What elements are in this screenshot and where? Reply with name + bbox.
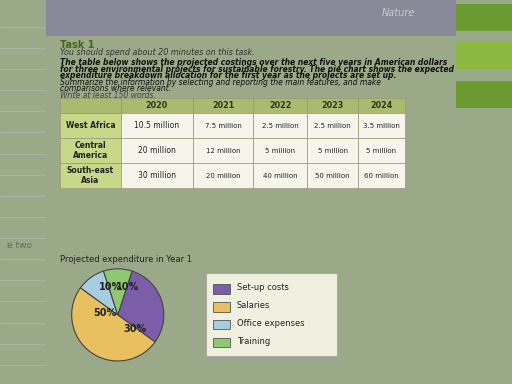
Text: Task 1: Task 1 xyxy=(60,40,95,50)
Bar xyxy=(358,113,405,138)
Bar xyxy=(358,98,405,113)
Text: Central
America: Central America xyxy=(73,141,108,161)
Text: 2024: 2024 xyxy=(370,101,393,110)
Wedge shape xyxy=(103,269,132,315)
Bar xyxy=(193,113,253,138)
Text: South-east
Asia: South-east Asia xyxy=(67,166,114,185)
Text: 7.5 million: 7.5 million xyxy=(205,123,242,129)
Text: 2.5 million: 2.5 million xyxy=(314,123,351,129)
Bar xyxy=(213,338,230,347)
Text: 5 million: 5 million xyxy=(317,148,348,154)
Text: 30 million: 30 million xyxy=(138,171,176,180)
Bar xyxy=(213,302,230,311)
Bar xyxy=(253,98,307,113)
Bar xyxy=(213,285,230,294)
Text: 2023: 2023 xyxy=(322,101,344,110)
Text: 10%: 10% xyxy=(99,282,122,292)
Bar xyxy=(358,138,405,163)
Text: 50%: 50% xyxy=(93,308,117,318)
Text: 60 million: 60 million xyxy=(364,173,399,179)
Text: 2021: 2021 xyxy=(212,101,234,110)
Text: Summarize the information by selecting and reporting the main features, and make: Summarize the information by selecting a… xyxy=(60,78,381,87)
Wedge shape xyxy=(118,271,164,342)
Wedge shape xyxy=(80,271,118,315)
Text: Projected expenditure in Year 1: Projected expenditure in Year 1 xyxy=(60,255,192,264)
Text: 40 million: 40 million xyxy=(263,173,297,179)
FancyBboxPatch shape xyxy=(206,273,336,356)
Bar xyxy=(60,98,121,113)
Bar xyxy=(60,138,121,163)
Text: 2022: 2022 xyxy=(269,101,291,110)
Bar xyxy=(307,113,358,138)
Text: 10.5 million: 10.5 million xyxy=(134,121,179,130)
Bar xyxy=(121,163,193,188)
Bar xyxy=(121,113,193,138)
Bar xyxy=(253,138,307,163)
Text: West Africa: West Africa xyxy=(66,121,115,130)
Text: 5 million: 5 million xyxy=(367,148,397,154)
Text: 50 million: 50 million xyxy=(315,173,350,179)
Text: You should spend about 20 minutes on this task.: You should spend about 20 minutes on thi… xyxy=(60,48,254,57)
Bar xyxy=(307,163,358,188)
Text: The table below shows the projected costings over the next five years in America: The table below shows the projected cost… xyxy=(60,58,447,67)
Text: e two: e two xyxy=(7,241,32,250)
Text: 30%: 30% xyxy=(123,324,147,334)
Text: Training: Training xyxy=(237,336,270,346)
Bar xyxy=(193,163,253,188)
Bar xyxy=(307,98,358,113)
Text: Write at least 150 words.: Write at least 150 words. xyxy=(60,91,156,100)
Text: 3.5 million: 3.5 million xyxy=(363,123,400,129)
Text: comparisons where relevant.: comparisons where relevant. xyxy=(60,84,171,93)
Wedge shape xyxy=(72,288,155,361)
Bar xyxy=(60,113,121,138)
Bar xyxy=(307,138,358,163)
Text: 12 million: 12 million xyxy=(206,148,241,154)
Text: 10%: 10% xyxy=(116,282,140,292)
Bar xyxy=(193,138,253,163)
Bar xyxy=(456,4,512,31)
Text: Salaries: Salaries xyxy=(237,301,270,310)
Bar xyxy=(60,163,121,188)
Bar xyxy=(121,138,193,163)
Text: 20 million: 20 million xyxy=(138,146,176,155)
Bar xyxy=(46,0,456,36)
Text: Office expenses: Office expenses xyxy=(237,319,304,328)
Bar xyxy=(253,163,307,188)
Text: expenditure breakdown allocation for the first year as the projects are set up.: expenditure breakdown allocation for the… xyxy=(60,71,396,79)
Text: Nature: Nature xyxy=(381,8,415,18)
Text: for three environmental projects for sustainable forestry. The pie chart shows t: for three environmental projects for sus… xyxy=(60,65,454,73)
Bar xyxy=(193,98,253,113)
Text: 5 million: 5 million xyxy=(265,148,295,154)
Bar xyxy=(121,98,193,113)
Text: 20 million: 20 million xyxy=(206,173,241,179)
Text: 2.5 million: 2.5 million xyxy=(262,123,298,129)
Bar xyxy=(456,42,512,69)
Bar xyxy=(213,320,230,329)
Bar xyxy=(253,113,307,138)
Text: 2020: 2020 xyxy=(145,101,168,110)
Text: Set-up costs: Set-up costs xyxy=(237,283,289,292)
Bar xyxy=(358,163,405,188)
Bar xyxy=(456,81,512,108)
